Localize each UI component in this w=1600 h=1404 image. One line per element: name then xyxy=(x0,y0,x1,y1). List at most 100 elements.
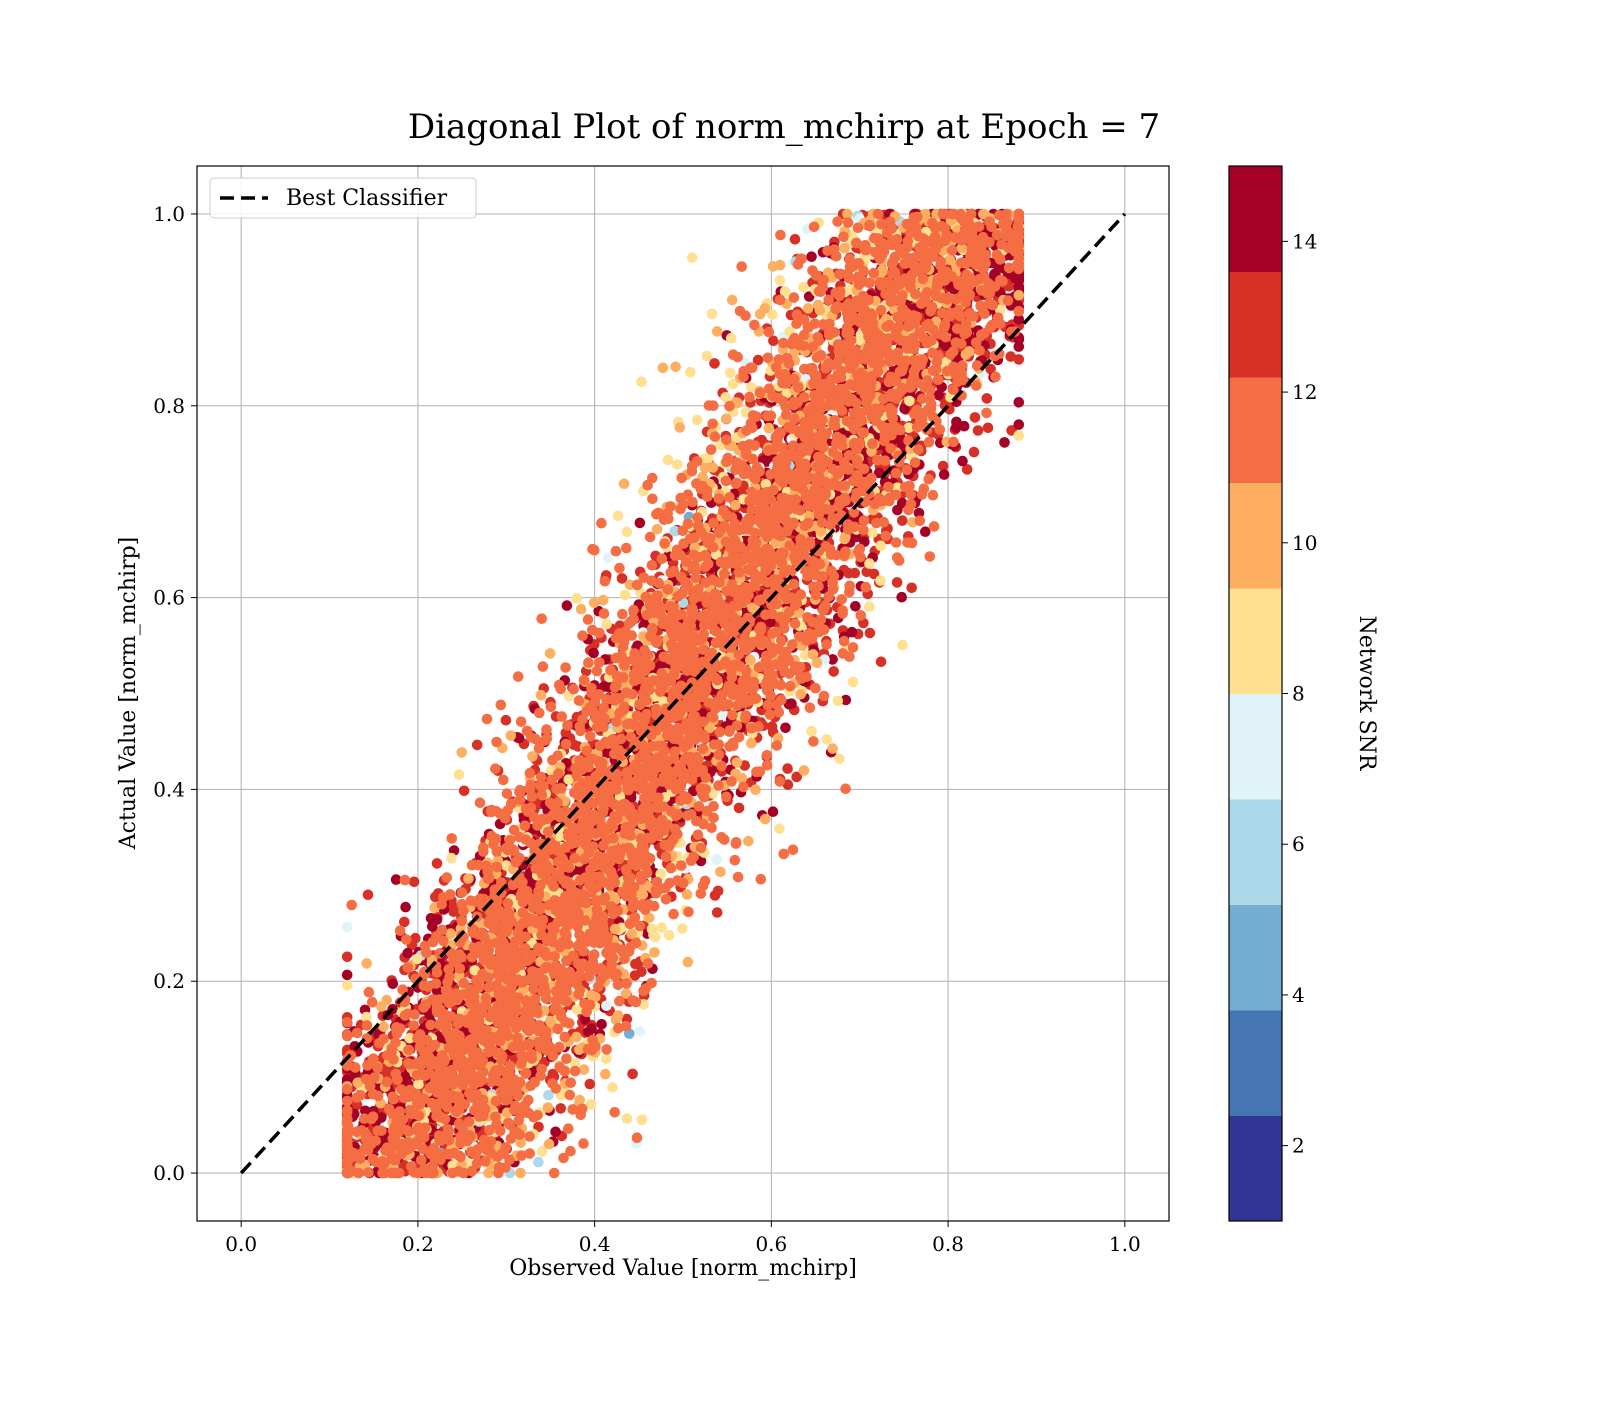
scatter-point xyxy=(472,740,483,751)
scatter-point xyxy=(342,970,353,981)
scatter-point xyxy=(875,575,886,586)
scatter-point xyxy=(710,890,721,901)
scatter-point xyxy=(865,628,876,639)
scatter-point xyxy=(637,1115,648,1126)
scatter-point xyxy=(892,577,903,588)
scatter-point xyxy=(402,948,413,959)
scatter-point xyxy=(627,1069,638,1080)
scatter-point xyxy=(957,456,968,467)
scatter-point xyxy=(897,640,908,651)
scatter-point xyxy=(897,515,908,526)
scatter-point xyxy=(709,358,720,369)
scatter-point xyxy=(363,890,374,901)
scatter-point xyxy=(707,309,718,320)
scatter-point xyxy=(647,924,658,935)
scatter-point xyxy=(969,447,980,458)
scatter-point xyxy=(806,726,817,737)
scatter-point xyxy=(622,1113,633,1124)
scatter-point xyxy=(798,282,809,293)
scatter-point xyxy=(904,396,915,407)
chart-title: Diagonal Plot of norm_mchirp at Epoch = … xyxy=(408,107,1160,147)
scatter-point xyxy=(454,769,465,780)
scatter-point xyxy=(711,854,722,865)
scatter-point xyxy=(780,723,791,734)
scatter-point xyxy=(982,393,993,404)
scatter-point xyxy=(685,367,696,378)
scatter-point xyxy=(1014,354,1025,365)
scatter-point xyxy=(400,902,411,913)
scatter-point xyxy=(409,877,420,888)
scatter-point xyxy=(501,715,512,726)
scatter-point xyxy=(446,853,457,864)
scatter-point xyxy=(906,583,917,594)
scatter-point xyxy=(786,698,797,709)
scatter-point xyxy=(342,922,353,933)
scatter-point xyxy=(833,696,844,707)
scatter-point xyxy=(1014,419,1025,430)
scatter-point xyxy=(725,368,736,379)
scatter-point xyxy=(828,666,839,677)
scatter-point xyxy=(663,455,674,466)
scatter-point xyxy=(782,763,793,774)
scatter-point xyxy=(601,619,612,630)
scatter-point xyxy=(850,601,861,612)
scatter-point xyxy=(712,907,723,918)
scatter-point xyxy=(656,922,667,933)
scatter-point xyxy=(635,518,646,529)
scatter-point xyxy=(664,930,675,941)
scatter-point xyxy=(726,333,737,344)
scatter-point xyxy=(636,377,647,388)
scatter-point xyxy=(620,590,631,601)
scatter-point xyxy=(342,980,353,991)
scatter-point xyxy=(834,754,845,765)
scatter-point xyxy=(774,824,785,835)
scatter-point xyxy=(550,1127,561,1138)
scatter-point xyxy=(867,528,878,539)
scatter-point xyxy=(864,601,875,612)
scatter-point xyxy=(1014,397,1025,408)
scatter-point xyxy=(939,469,950,480)
scatter-point xyxy=(768,806,779,817)
scatter-point xyxy=(702,351,713,362)
scatter-point xyxy=(843,568,854,579)
scatter-point xyxy=(562,600,573,611)
scatter-point xyxy=(1014,430,1025,441)
plot-area xyxy=(197,166,1169,1221)
scatter-point xyxy=(951,417,962,428)
scatter-point xyxy=(572,593,583,604)
scatter-point xyxy=(432,858,443,869)
scatter-point xyxy=(388,979,399,990)
scatter-point xyxy=(970,412,981,423)
scatter-point xyxy=(734,803,745,814)
scatter-point xyxy=(896,592,907,603)
scatter-point xyxy=(635,1026,646,1037)
scatter-point xyxy=(613,511,624,522)
scatter-point xyxy=(427,921,438,932)
scatter-point xyxy=(999,437,1010,448)
scatter-point xyxy=(533,1157,544,1168)
scatter-point xyxy=(790,234,801,245)
scatter-point xyxy=(864,558,875,569)
scatter-point xyxy=(622,527,633,538)
scatter-point xyxy=(601,1053,612,1064)
scatter-point xyxy=(876,657,887,668)
scatter-point xyxy=(677,923,688,934)
scatter-point xyxy=(596,1019,607,1030)
scatter-point xyxy=(973,425,984,436)
scatter-point xyxy=(342,952,353,963)
scatter-point xyxy=(806,251,817,262)
scatter-point xyxy=(821,734,832,745)
scatter-point xyxy=(920,526,931,537)
scatter-point xyxy=(692,415,703,426)
scatter-point xyxy=(601,1001,612,1012)
scatter-point xyxy=(585,1079,596,1090)
scatter-point xyxy=(848,677,859,688)
scatter-point xyxy=(588,648,599,659)
scatter-point xyxy=(687,252,698,263)
scatter-point xyxy=(983,423,994,434)
scatter-point xyxy=(459,786,470,797)
scatter-point xyxy=(636,966,647,977)
scatter-point xyxy=(555,1103,566,1114)
